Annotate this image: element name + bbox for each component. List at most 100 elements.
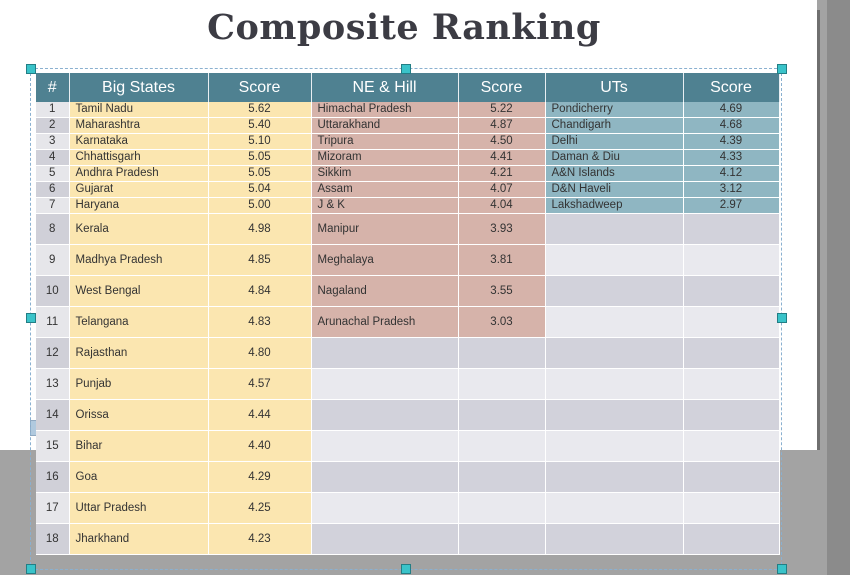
rank-cell[interactable]: 4 (36, 149, 70, 166)
ut-score-cell[interactable]: 4.33 (683, 149, 780, 166)
ut-cell[interactable]: Chandigarh (545, 117, 684, 134)
ut-cell[interactable]: Daman & Diu (545, 149, 684, 166)
ne-hill-cell[interactable]: Meghalaya (311, 244, 459, 276)
big-state-cell[interactable]: Gujarat (69, 181, 209, 198)
big-state-cell[interactable]: Madhya Pradesh (69, 244, 209, 276)
resize-handle-bottom[interactable] (401, 564, 411, 574)
rank-cell[interactable]: 6 (36, 181, 70, 198)
resize-handle-bottom-right[interactable] (777, 564, 787, 574)
resize-handle-top[interactable] (401, 64, 411, 74)
big-state-cell[interactable]: Haryana (69, 197, 209, 214)
ne-hill-cell[interactable]: Tripura (311, 133, 459, 150)
ut-cell[interactable]: A&N Islands (545, 165, 684, 182)
big-state-cell[interactable]: Bihar (69, 430, 209, 462)
ut-score-cell[interactable] (683, 213, 780, 245)
ne-hill-cell[interactable] (311, 430, 459, 462)
ne-score-cell[interactable] (458, 399, 546, 431)
big-state-cell[interactable]: Chhattisgarh (69, 149, 209, 166)
rank-cell[interactable]: 11 (36, 306, 70, 338)
ne-hill-cell[interactable]: Assam (311, 181, 459, 198)
rank-cell[interactable]: 5 (36, 165, 70, 182)
rank-cell[interactable]: 2 (36, 117, 70, 134)
big-state-cell[interactable]: Uttar Pradesh (69, 492, 209, 524)
ut-cell[interactable] (545, 275, 684, 307)
ut-cell[interactable] (545, 430, 684, 462)
big-score-cell[interactable]: 4.57 (208, 368, 312, 400)
ut-score-cell[interactable] (683, 430, 780, 462)
ne-score-cell[interactable] (458, 337, 546, 369)
big-score-cell[interactable]: 4.84 (208, 275, 312, 307)
resize-handle-top-left[interactable] (26, 64, 36, 74)
ne-hill-cell[interactable]: Uttarakhand (311, 117, 459, 134)
ne-hill-cell[interactable]: Arunachal Pradesh (311, 306, 459, 338)
ut-score-cell[interactable] (683, 461, 780, 493)
ne-score-cell[interactable] (458, 430, 546, 462)
rank-cell[interactable]: 17 (36, 492, 70, 524)
big-score-cell[interactable]: 4.23 (208, 523, 312, 555)
big-score-cell[interactable]: 5.40 (208, 117, 312, 134)
rank-cell[interactable]: 16 (36, 461, 70, 493)
ut-score-cell[interactable] (683, 337, 780, 369)
ut-score-cell[interactable] (683, 523, 780, 555)
big-score-cell[interactable]: 5.04 (208, 181, 312, 198)
resize-handle-right[interactable] (777, 313, 787, 323)
ut-score-cell[interactable]: 4.39 (683, 133, 780, 150)
ne-score-cell[interactable] (458, 368, 546, 400)
resize-handle-bottom-left[interactable] (26, 564, 36, 574)
ut-cell[interactable] (545, 461, 684, 493)
ne-score-cell[interactable]: 3.93 (458, 213, 546, 245)
ut-cell[interactable] (545, 368, 684, 400)
ne-score-cell[interactable]: 4.21 (458, 165, 546, 182)
ne-score-cell[interactable]: 4.50 (458, 133, 546, 150)
big-score-cell[interactable]: 5.62 (208, 102, 312, 118)
ne-score-cell[interactable] (458, 492, 546, 524)
ne-score-cell[interactable]: 4.41 (458, 149, 546, 166)
big-score-cell[interactable]: 4.98 (208, 213, 312, 245)
big-state-cell[interactable]: Rajasthan (69, 337, 209, 369)
ut-score-cell[interactable]: 4.12 (683, 165, 780, 182)
ut-cell[interactable] (545, 213, 684, 245)
big-score-cell[interactable]: 4.83 (208, 306, 312, 338)
ut-cell[interactable] (545, 399, 684, 431)
slide-title[interactable]: Composite Ranking (207, 7, 601, 48)
big-score-cell[interactable]: 5.10 (208, 133, 312, 150)
ut-cell[interactable] (545, 523, 684, 555)
rank-cell[interactable]: 14 (36, 399, 70, 431)
big-score-cell[interactable]: 5.05 (208, 165, 312, 182)
big-score-cell[interactable]: 5.00 (208, 197, 312, 214)
ut-score-cell[interactable] (683, 368, 780, 400)
big-state-cell[interactable]: Goa (69, 461, 209, 493)
ne-score-cell[interactable]: 5.22 (458, 102, 546, 118)
ne-score-cell[interactable]: 4.07 (458, 181, 546, 198)
ne-hill-cell[interactable] (311, 399, 459, 431)
ne-score-cell[interactable]: 4.04 (458, 197, 546, 214)
ut-score-cell[interactable]: 4.69 (683, 102, 780, 118)
ne-score-cell[interactable]: 3.55 (458, 275, 546, 307)
big-score-cell[interactable]: 4.25 (208, 492, 312, 524)
big-score-cell[interactable]: 4.44 (208, 399, 312, 431)
ne-hill-cell[interactable] (311, 523, 459, 555)
ne-hill-cell[interactable]: Mizoram (311, 149, 459, 166)
ut-score-cell[interactable]: 3.12 (683, 181, 780, 198)
ne-hill-cell[interactable]: Himachal Pradesh (311, 102, 459, 118)
ut-cell[interactable]: D&N Haveli (545, 181, 684, 198)
rank-cell[interactable]: 13 (36, 368, 70, 400)
big-score-cell[interactable]: 4.80 (208, 337, 312, 369)
ut-cell[interactable]: Pondicherry (545, 102, 684, 118)
ne-hill-cell[interactable]: Manipur (311, 213, 459, 245)
ut-cell[interactable] (545, 306, 684, 338)
ut-score-cell[interactable] (683, 492, 780, 524)
ne-score-cell[interactable] (458, 461, 546, 493)
ut-cell[interactable] (545, 492, 684, 524)
big-state-cell[interactable]: Karnataka (69, 133, 209, 150)
big-state-cell[interactable]: West Bengal (69, 275, 209, 307)
big-state-cell[interactable]: Tamil Nadu (69, 102, 209, 118)
ut-score-cell[interactable] (683, 306, 780, 338)
big-state-cell[interactable]: Jharkhand (69, 523, 209, 555)
ut-cell[interactable] (545, 337, 684, 369)
ut-cell[interactable]: Delhi (545, 133, 684, 150)
big-state-cell[interactable]: Maharashtra (69, 117, 209, 134)
ut-score-cell[interactable] (683, 399, 780, 431)
ut-cell[interactable]: Lakshadweep (545, 197, 684, 214)
big-state-cell[interactable]: Kerala (69, 213, 209, 245)
